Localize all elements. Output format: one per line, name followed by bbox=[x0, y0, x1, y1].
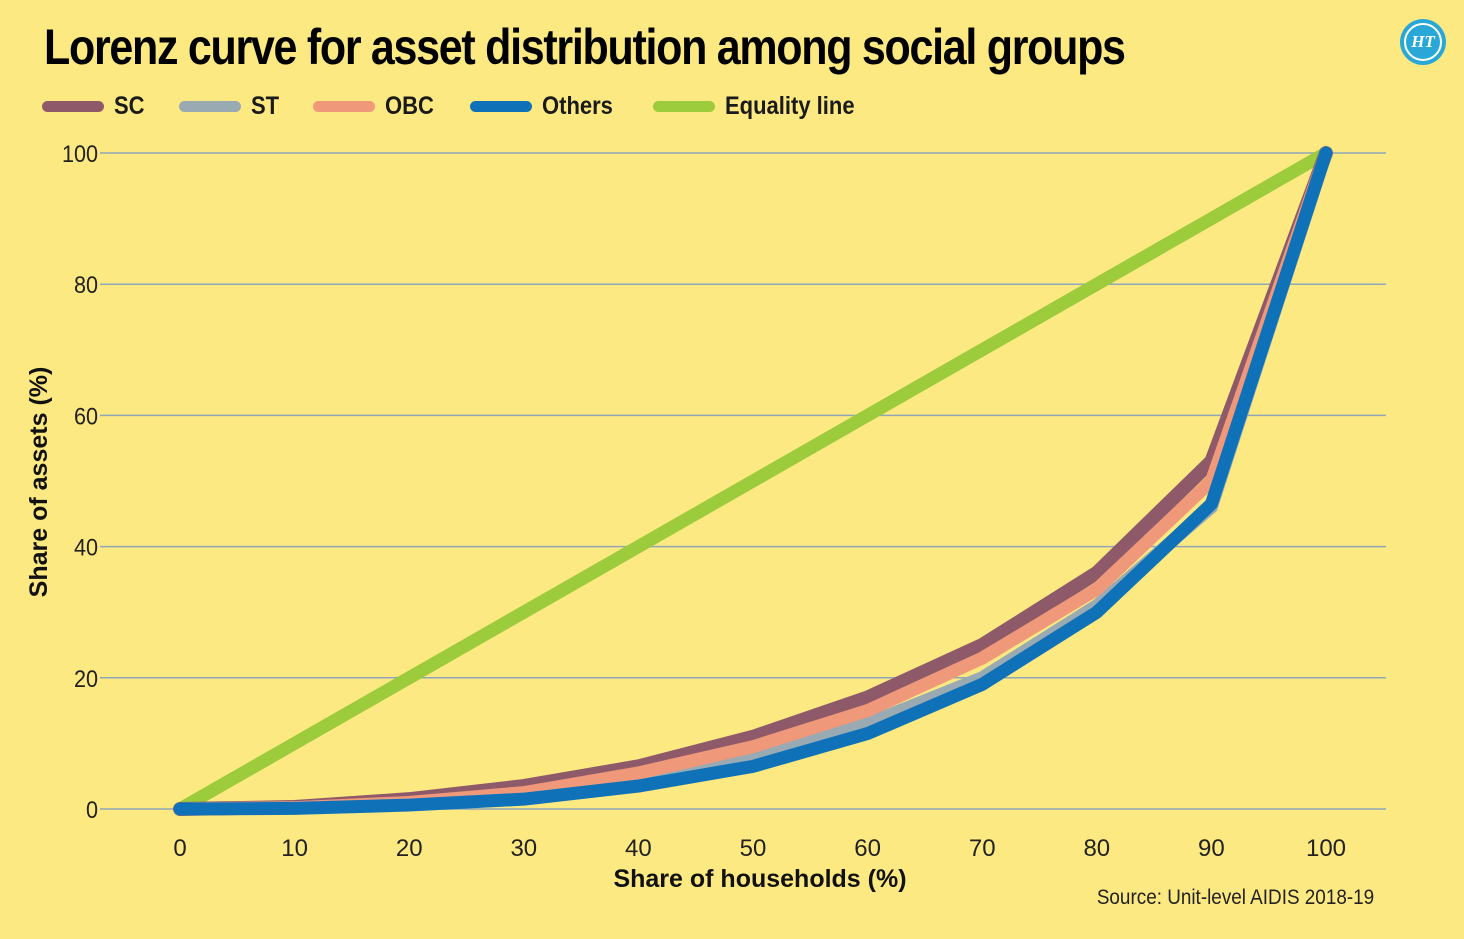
legend-item: SC bbox=[42, 92, 149, 121]
legend: SC ST OBC Others Equality line bbox=[42, 92, 902, 121]
y-tick-label: 0 bbox=[86, 796, 98, 823]
y-axis-title: Share of assets (%) bbox=[25, 367, 53, 598]
x-tick-label: 90 bbox=[1198, 835, 1225, 862]
legend-swatch bbox=[312, 101, 375, 112]
x-tick-label: 10 bbox=[281, 835, 308, 862]
legend-swatch bbox=[178, 101, 241, 112]
y-tick-label: 60 bbox=[74, 402, 98, 429]
legend-label: Equality line bbox=[724, 92, 855, 120]
ht-logo: HT bbox=[1400, 19, 1446, 65]
legend-item: ST bbox=[178, 92, 283, 121]
x-tick-label: 80 bbox=[1083, 835, 1110, 862]
series-line-others bbox=[173, 146, 1333, 816]
y-tick-label: 100 bbox=[62, 140, 98, 167]
legend-item: Others bbox=[470, 92, 623, 121]
x-tick-label: 0 bbox=[173, 835, 186, 862]
chart-title: Lorenz curve for asset distribution amon… bbox=[44, 19, 1126, 75]
ht-logo-text: HT bbox=[1404, 23, 1442, 61]
legend-item: OBC bbox=[312, 92, 441, 121]
x-tick-label: 70 bbox=[969, 835, 996, 862]
x-tick-label: 20 bbox=[396, 835, 423, 862]
legend-swatch bbox=[470, 101, 533, 112]
x-axis-title: Share of households (%) bbox=[613, 865, 906, 893]
y-tick-label: 40 bbox=[74, 534, 98, 561]
y-tick-label: 80 bbox=[74, 271, 98, 298]
x-tick-label: 40 bbox=[625, 835, 652, 862]
legend-label: Others bbox=[542, 92, 614, 120]
y-tick-label: 20 bbox=[74, 665, 98, 692]
legend-swatch bbox=[42, 101, 104, 112]
legend-label: ST bbox=[250, 92, 279, 120]
x-tick-label: 30 bbox=[510, 835, 537, 862]
legend-label: SC bbox=[114, 92, 145, 120]
x-tick-label: 60 bbox=[854, 835, 881, 862]
legend-label: OBC bbox=[384, 92, 434, 120]
series-line-equality-line bbox=[173, 146, 1333, 816]
legend-swatch bbox=[652, 101, 715, 112]
x-tick-label: 50 bbox=[740, 835, 767, 862]
source-note: Source: Unit-level AIDIS 2018-19 bbox=[1096, 886, 1374, 909]
x-tick-label: 100 bbox=[1306, 835, 1346, 862]
legend-item: Equality line bbox=[652, 92, 872, 121]
